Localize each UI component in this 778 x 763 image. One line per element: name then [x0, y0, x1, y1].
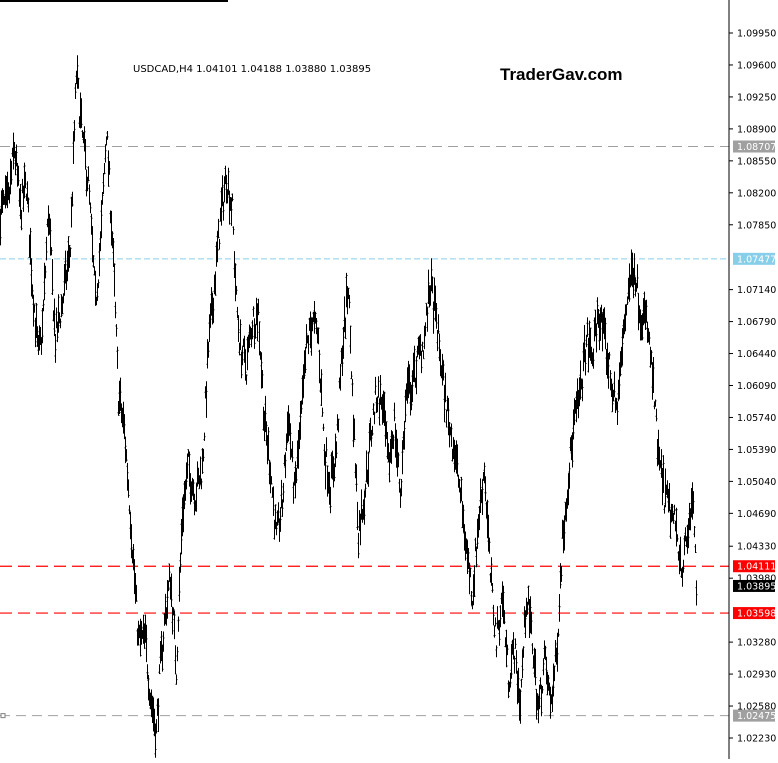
price-bars	[0, 55, 698, 758]
current-price-label: 1.03895	[737, 581, 776, 592]
y-tick-label: 1.05040	[737, 477, 776, 488]
y-tick-label: 1.02230	[737, 734, 776, 745]
y-tick-label: 1.07140	[737, 285, 776, 296]
level-labels: 1.08707 1.07477 1.04111 1.03598 1.02475 1.038…	[733, 140, 776, 722]
y-tick-label: 1.07850	[737, 220, 776, 231]
level-anchor[interactable]	[0, 713, 6, 719]
level-label: 1.02475	[737, 711, 776, 722]
y-tick-label: 1.08200	[737, 188, 776, 199]
y-tick-label: 1.02930	[737, 670, 776, 681]
y-tick-label: 1.03980	[737, 574, 776, 585]
current-price-bg	[733, 579, 775, 592]
chart-top-strip	[0, 0, 228, 2]
y-tick-label: 1.06440	[737, 349, 776, 360]
y-tick-label: 1.05390	[737, 445, 776, 456]
ohlc-bars-path	[0, 55, 698, 758]
level-lines	[0, 146, 729, 719]
level-label-bg	[733, 607, 775, 620]
level-label: 1.07477	[737, 254, 776, 265]
y-tick-label: 1.05740	[737, 413, 776, 424]
y-tick-label: 1.08900	[737, 124, 776, 135]
symbol-ohlc-label: USDCAD,H4 1.04101 1.04188 1.03880 1.0389…	[133, 64, 372, 75]
brand-watermark: TraderGav.com	[500, 65, 623, 84]
level-label-bg	[733, 709, 775, 722]
y-tick-label: 1.09600	[737, 60, 776, 71]
level-label: 1.03598	[737, 609, 776, 620]
level-label-bg	[733, 140, 775, 153]
y-tick-label: 1.04690	[737, 509, 776, 520]
level-label: 1.04111	[737, 562, 776, 573]
y-tick-label: 1.06790	[737, 317, 776, 328]
y-tick-label: 1.06090	[737, 381, 776, 392]
level-label-bg	[733, 252, 775, 265]
y-tick-label: 1.08550	[737, 156, 776, 167]
level-label: 1.08707	[737, 142, 776, 153]
y-tick-label: 1.09950	[737, 29, 776, 40]
level-label-bg	[733, 560, 775, 573]
y-tick-label: 1.04330	[737, 542, 776, 553]
y-tick-label: 1.02580	[737, 702, 776, 713]
y-tick-label: 1.03280	[737, 638, 776, 649]
price-axis[interactable]: 1.09950 1.09600 1.09250 1.08900 1.08550 1.082…	[729, 29, 776, 745]
y-tick-label: 1.09250	[737, 92, 776, 103]
